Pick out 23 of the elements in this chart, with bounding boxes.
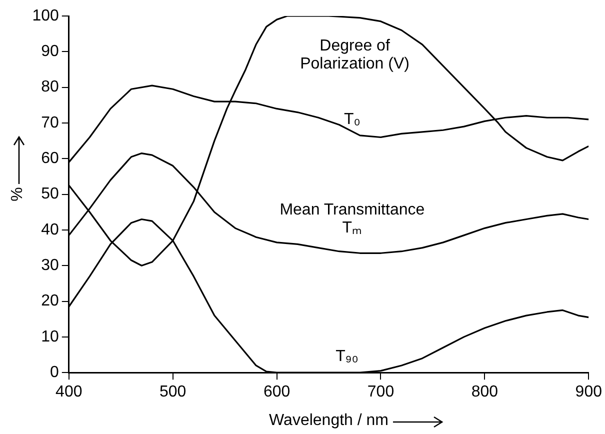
- y-tick-label: 40: [41, 221, 59, 238]
- y-tick-label: 90: [41, 43, 59, 60]
- annotation: T₉₀: [336, 348, 358, 365]
- x-tick-label: 500: [159, 384, 186, 401]
- y-tick-label: 70: [41, 114, 59, 132]
- annotation: T₀: [344, 110, 360, 128]
- y-tick-label: 60: [41, 150, 59, 168]
- y-tick-label: 20: [41, 292, 59, 310]
- x-tick-label: 600: [263, 384, 290, 401]
- y-tick-label: 50: [41, 186, 59, 203]
- y-tick-label: 30: [41, 257, 59, 274]
- annotation: Degree of Polarization (V): [300, 38, 410, 73]
- y-tick-label: 10: [41, 328, 59, 346]
- x-tick-label: 700: [367, 384, 394, 401]
- y-tick-label: 0: [50, 364, 59, 382]
- x-tick-label: 400: [56, 384, 82, 401]
- x-tick-label: 800: [471, 384, 498, 401]
- x-axis-title: Wavelength / nm: [269, 412, 389, 429]
- annotation: Mean Transmittance Tₘ: [280, 202, 425, 237]
- y-axis-title: %: [9, 187, 26, 202]
- y-tick-label: 100: [32, 7, 59, 24]
- x-tick-label: 900: [575, 384, 602, 401]
- y-tick-label: 80: [41, 78, 59, 96]
